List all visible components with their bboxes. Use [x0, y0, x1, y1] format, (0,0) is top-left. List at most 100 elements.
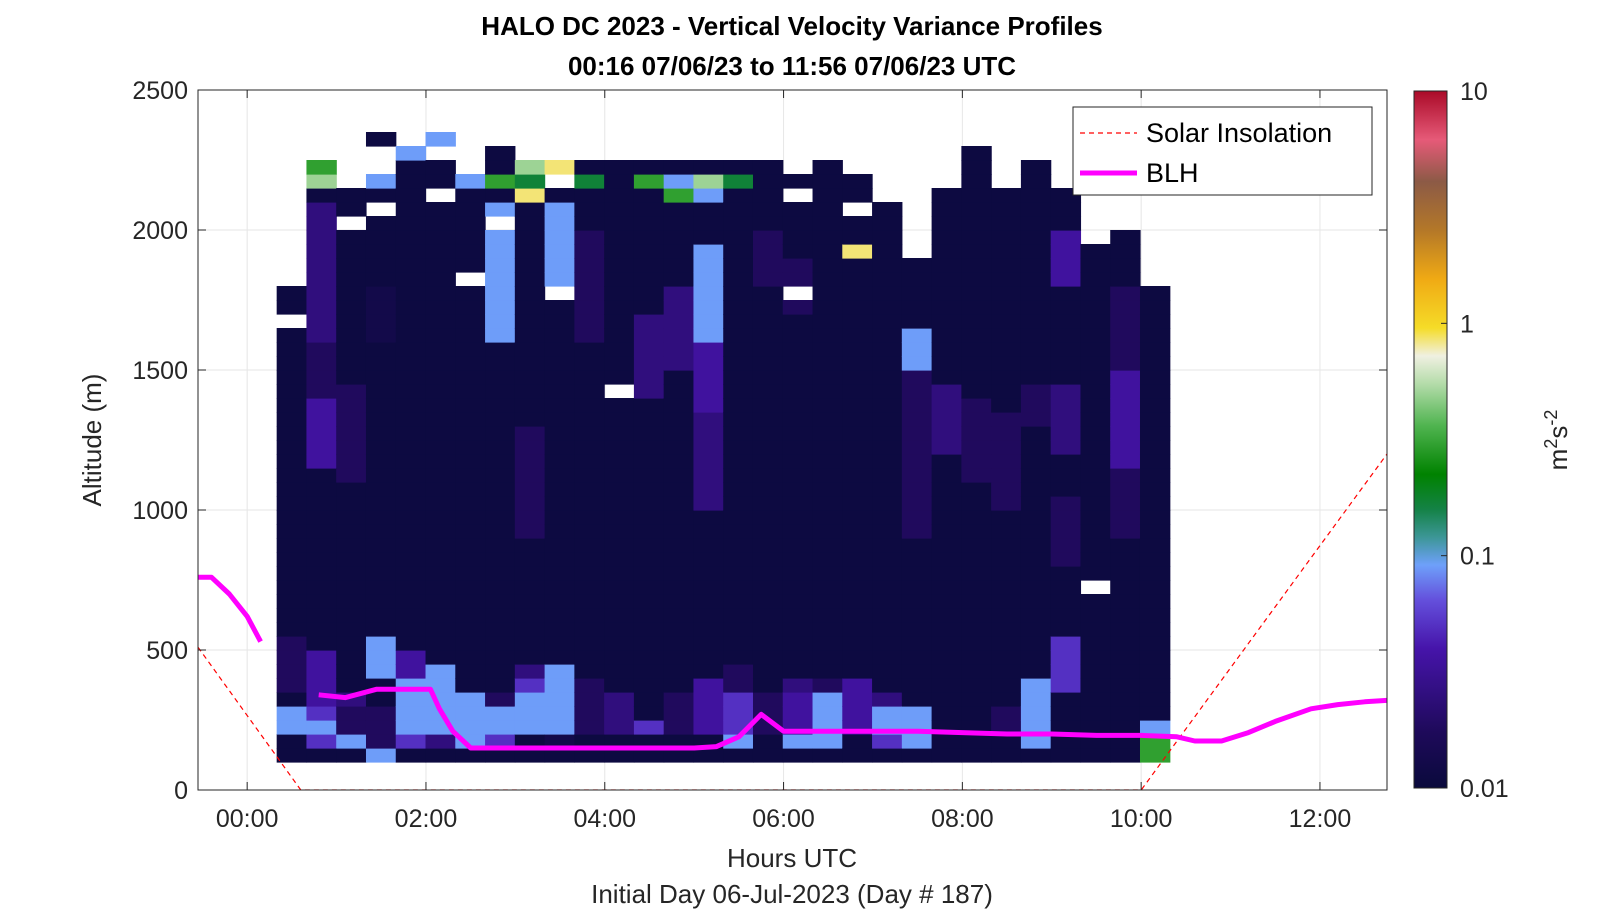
heatmap-cell: [812, 342, 843, 357]
heatmap-cell: [663, 706, 695, 721]
heatmap-cell: [961, 174, 992, 189]
heatmap-cell: [931, 440, 962, 455]
heatmap-cell: [901, 510, 933, 525]
heatmap-cell: [693, 454, 724, 469]
heatmap-cell: [425, 412, 456, 427]
heatmap-cell: [514, 314, 546, 329]
heatmap-cell: [276, 566, 308, 581]
heatmap-cell: [752, 748, 784, 763]
heatmap-cell: [872, 496, 903, 511]
heatmap-cell: [574, 566, 605, 581]
heatmap-cell: [485, 594, 516, 609]
heatmap-cell: [276, 356, 308, 371]
heatmap-cell: [991, 510, 1022, 525]
heatmap-cell: [1020, 692, 1052, 707]
heatmap-cell: [1020, 258, 1052, 273]
colorbar-bar: [1413, 90, 1448, 789]
heatmap-cell: [901, 580, 933, 595]
heatmap-cell: [693, 608, 724, 623]
heatmap-cell: [693, 706, 724, 721]
heatmap-cell: [306, 496, 337, 511]
heatmap-cell: [1080, 258, 1111, 273]
heatmap-cell: [544, 594, 575, 609]
heatmap-cell: [723, 608, 754, 623]
heatmap-cell: [901, 692, 933, 707]
heatmap-cell: [961, 356, 992, 371]
heatmap-cell: [306, 160, 337, 175]
heatmap-cell: [306, 510, 337, 525]
heatmap-cell: [425, 328, 456, 343]
heatmap-cell: [693, 692, 724, 707]
heatmap-cell: [1110, 720, 1141, 735]
heatmap-cell: [872, 566, 903, 581]
heatmap-cell: [842, 482, 873, 497]
heatmap-cell: [574, 230, 605, 245]
heatmap-cell: [663, 636, 695, 651]
heatmap-cell: [1050, 258, 1082, 273]
heatmap-cell: [395, 734, 427, 749]
heatmap-cell: [991, 538, 1022, 553]
heatmap-cell: [931, 370, 962, 385]
heatmap-cell: [455, 216, 486, 231]
heatmap-cell: [752, 524, 784, 539]
heatmap-cell: [991, 328, 1022, 343]
heatmap-cell: [1110, 230, 1141, 245]
heatmap-cell: [1110, 524, 1141, 539]
heatmap-cell: [872, 664, 903, 679]
heatmap-cell: [306, 174, 337, 189]
heatmap-cell: [842, 286, 873, 301]
x-tick-label: 06:00: [752, 805, 815, 833]
heatmap-cell: [425, 272, 456, 287]
solar-insolation-line: [198, 453, 1387, 790]
heatmap-cell: [336, 188, 367, 203]
heatmap-cell: [544, 160, 575, 175]
heatmap-cell: [1050, 748, 1082, 763]
heatmap-cell: [991, 342, 1022, 357]
heatmap-cell: [693, 160, 724, 175]
heatmap-cell: [1110, 510, 1141, 525]
heatmap-cell: [1139, 342, 1171, 357]
heatmap-cell: [842, 258, 873, 273]
heatmap-cell: [1110, 622, 1141, 637]
heatmap-cell: [693, 328, 724, 343]
heatmap-cell: [782, 678, 814, 693]
heatmap-cell: [604, 356, 635, 371]
heatmap-cell: [872, 272, 903, 287]
heatmap-cell: [693, 566, 724, 581]
heatmap-cell: [1050, 202, 1082, 217]
heatmap-cell: [842, 552, 873, 567]
heatmap-cell: [782, 580, 814, 595]
heatmap-cell: [693, 468, 724, 483]
heatmap-cell: [514, 356, 546, 371]
heatmap-cell: [544, 566, 575, 581]
heatmap-cell: [336, 706, 367, 721]
heatmap-cell: [1050, 328, 1082, 343]
heatmap-cell: [1110, 412, 1141, 427]
heatmap-cell: [455, 174, 486, 189]
heatmap-cell: [1139, 412, 1171, 427]
heatmap-cell: [514, 608, 546, 623]
heatmap-cell: [1020, 608, 1052, 623]
heatmap-cell: [1110, 594, 1141, 609]
heatmap-cell: [455, 706, 486, 721]
heatmap-cell: [872, 202, 903, 217]
heatmap-cell: [455, 692, 486, 707]
heatmap-cell: [752, 244, 784, 259]
heatmap-cell: [663, 510, 695, 525]
heatmap-cell: [633, 370, 665, 385]
heatmap-cell: [663, 608, 695, 623]
heatmap-cell: [1020, 370, 1052, 385]
heatmap-cell: [1080, 706, 1111, 721]
heatmap-cell: [961, 510, 992, 525]
heatmap-cell: [455, 510, 486, 525]
heatmap-cell: [842, 664, 873, 679]
heatmap-cell: [663, 440, 695, 455]
heatmap-cell: [812, 552, 843, 567]
heatmap-cell: [961, 370, 992, 385]
heatmap-cell: [842, 314, 873, 329]
heatmap-cell: [544, 202, 575, 217]
heatmap-cell: [544, 748, 575, 763]
heatmap-cell: [693, 636, 724, 651]
colorbar-label-base: m: [1543, 449, 1573, 471]
heatmap-cell: [1110, 300, 1141, 315]
